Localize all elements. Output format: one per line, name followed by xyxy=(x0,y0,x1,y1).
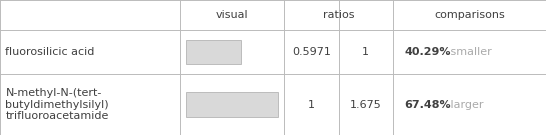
Text: larger: larger xyxy=(447,100,483,110)
FancyBboxPatch shape xyxy=(186,92,278,117)
Text: ratios: ratios xyxy=(323,10,354,20)
Text: fluorosilicic acid: fluorosilicic acid xyxy=(5,47,95,57)
Text: comparisons: comparisons xyxy=(434,10,505,20)
Text: 40.29%: 40.29% xyxy=(404,47,450,57)
Text: 0.5971: 0.5971 xyxy=(292,47,331,57)
Text: 1.675: 1.675 xyxy=(350,100,382,110)
Text: N-methyl-N-(tert-
butyldimethylsilyl)
trifluoroacetamide: N-methyl-N-(tert- butyldimethylsilyl) tr… xyxy=(5,88,109,121)
Text: 67.48%: 67.48% xyxy=(404,100,450,110)
FancyBboxPatch shape xyxy=(186,40,241,64)
Text: smaller: smaller xyxy=(447,47,491,57)
Text: 1: 1 xyxy=(308,100,314,110)
Text: visual: visual xyxy=(216,10,248,20)
Text: 1: 1 xyxy=(363,47,369,57)
